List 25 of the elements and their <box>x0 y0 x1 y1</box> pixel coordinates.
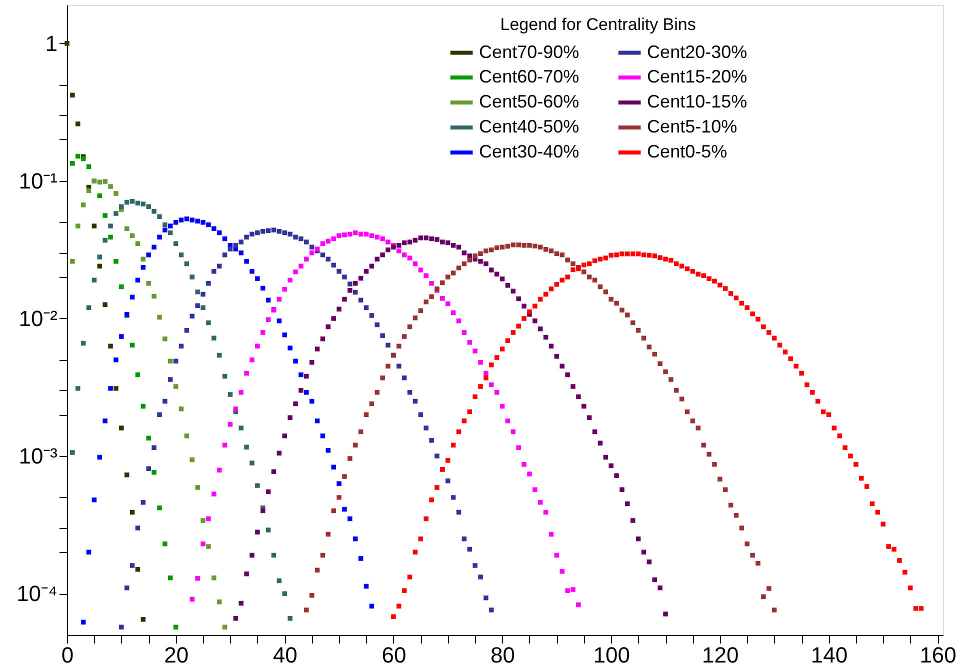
x-tick-label: 120 <box>702 642 739 668</box>
x-tick-label: 40 <box>272 642 298 668</box>
legend-label: Cent15-20% <box>647 66 748 86</box>
legend-label: Cent40-50% <box>479 116 580 136</box>
legend-label: Cent60-70% <box>479 66 580 86</box>
x-tick-label: 0 <box>61 642 74 668</box>
x-tick-label: 140 <box>810 642 848 668</box>
legend-label: Cent5-10% <box>647 116 738 136</box>
y-tick-label: 10⁻³ <box>18 444 58 469</box>
x-tick-label: 60 <box>382 642 406 668</box>
legend-label: Cent10-15% <box>647 92 748 112</box>
x-tick-label: 100 <box>593 642 630 668</box>
y-tick-label: 10⁻⁴ <box>16 581 58 606</box>
y-tick-label: 10⁻¹ <box>18 168 58 194</box>
legend-label: Cent50-60% <box>479 92 580 112</box>
legend-label: Cent20-30% <box>647 42 748 62</box>
legend-label: Cent70-90% <box>479 42 580 62</box>
x-tick-label: 20 <box>164 642 189 668</box>
x-tick-label: 160 <box>920 642 956 668</box>
x-tick-label: 80 <box>490 642 516 668</box>
y-tick-label: 10⁻² <box>18 306 58 331</box>
legend-label: Cent30-40% <box>479 142 580 162</box>
legend-title: Legend for Centrality Bins <box>500 15 696 34</box>
legend-label: Cent0-5% <box>647 142 728 162</box>
y-tick-label: 1 <box>45 30 58 56</box>
